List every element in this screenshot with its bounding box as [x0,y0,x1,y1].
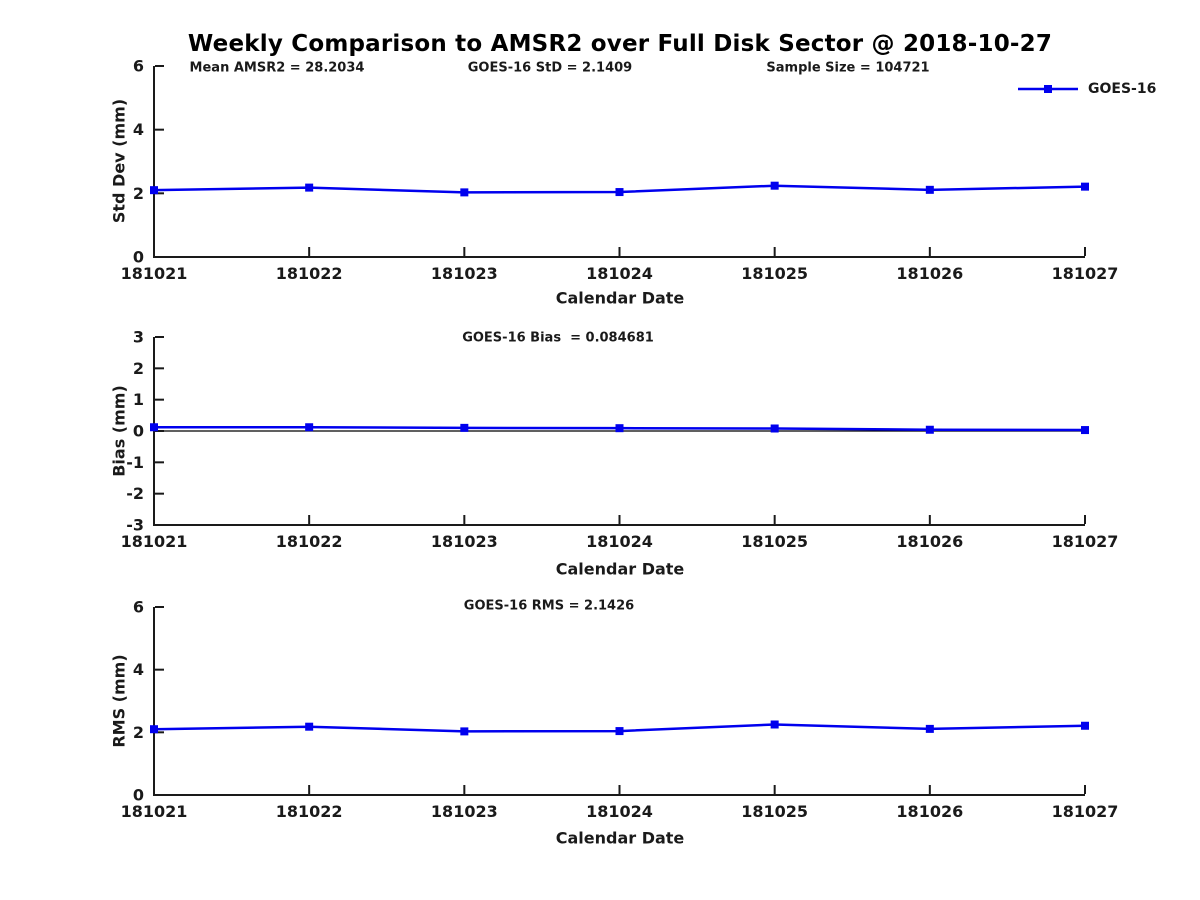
std-dev-axes [153,66,1085,258]
svg-text:0: 0 [133,786,144,805]
svg-text:181022: 181022 [276,532,343,551]
svg-text:181027: 181027 [1052,802,1119,821]
svg-text:-3: -3 [126,516,144,535]
svg-text:181025: 181025 [741,802,808,821]
svg-text:-1: -1 [126,453,144,472]
svg-text:0: 0 [133,422,144,441]
rms-y-tick-labels: 0 2 4 6 [133,598,144,805]
annotation-goes16-bias: GOES-16 Bias = 0.084681 [462,330,654,346]
svg-text:181027: 181027 [1052,264,1119,283]
std-dev-series-markers [150,181,1089,197]
stddev-x-axis-label: Calendar Date [555,288,685,308]
svg-text:181026: 181026 [896,532,963,551]
rms-plot: 0 2 4 6 181021 181022 181023 181024 181025 181026… [121,598,1119,822]
svg-text:1: 1 [133,390,144,409]
figure-title: Weekly Comparison to AMSR2 over Full Dis… [187,31,1053,57]
legend-label: GOES-16 [1088,81,1157,97]
bias-plot: -3 -2 -1 0 1 2 3 181021 181022 181023 181024 181025… [121,328,1119,552]
svg-text:181023: 181023 [431,264,498,283]
svg-text:181026: 181026 [896,802,963,821]
svg-text:181021: 181021 [121,802,188,821]
svg-text:181026: 181026 [896,264,963,283]
svg-text:2: 2 [133,359,144,378]
rms-x-ticks [153,785,1086,794]
svg-text:181021: 181021 [121,264,188,283]
annotation-sample-size: Sample Size = 104721 [766,60,930,76]
svg-text:0: 0 [133,248,144,267]
std-dev-y-tick-labels: 0 2 4 6 [133,57,144,267]
rms-axes [153,607,1085,796]
annotation-goes16-std: GOES-16 StD = 2.1409 [467,60,633,76]
legend-marker [1044,85,1052,93]
svg-text:181022: 181022 [276,802,343,821]
svg-text:2: 2 [133,723,144,742]
rms-y-ticks [155,606,164,796]
bias-x-tick-labels: 181021 181022 181023 181024 181025 181026 1810… [121,532,1119,551]
svg-text:181025: 181025 [741,532,808,551]
svg-text:181024: 181024 [586,532,653,551]
svg-text:4: 4 [133,120,144,139]
svg-text:181024: 181024 [586,264,653,283]
svg-text:181027: 181027 [1052,532,1119,551]
legend-sample-icon [1018,85,1078,93]
rms-x-axis-label: Calendar Date [555,828,685,848]
bias-x-ticks [153,515,1086,524]
bias-axes [153,337,1085,526]
bias-y-axis-label: Bias (mm) [109,385,129,477]
rms-series-markers [150,720,1089,736]
std-dev-x-tick-labels: 181021 181022 181023 181024 181025 181026 1810… [121,264,1119,283]
svg-text:181023: 181023 [431,532,498,551]
svg-text:181022: 181022 [276,264,343,283]
rms-y-axis-label: RMS (mm) [109,654,129,748]
std-dev-plot: 0 2 4 6 181021 181022 181023 181024 181025 181026… [121,57,1119,284]
annotation-goes16-rms: GOES-16 RMS = 2.1426 [463,598,635,614]
svg-text:3: 3 [133,328,144,347]
svg-text:6: 6 [133,57,144,76]
svg-text:181023: 181023 [431,802,498,821]
legend: GOES-16 [1016,81,1156,97]
stddev-y-axis-label: Std Dev (mm) [109,98,129,224]
svg-text:-2: -2 [126,484,144,503]
svg-text:181025: 181025 [741,264,808,283]
bias-x-axis-label: Calendar Date [555,559,685,579]
bias-series-markers [150,423,1089,435]
std-dev-x-ticks [153,247,1086,256]
annotation-mean-amsr2: Mean AMSR2 = 28.2034 [189,60,365,76]
rms-x-tick-labels: 181021 181022 181023 181024 181025 181026 1810… [121,802,1119,821]
svg-text:4: 4 [133,660,144,679]
std-dev-y-ticks [155,65,164,258]
bias-y-tick-labels: -3 -2 -1 0 1 2 3 [126,328,144,535]
svg-text:181024: 181024 [586,802,653,821]
svg-text:181021: 181021 [121,532,188,551]
svg-text:2: 2 [133,184,144,203]
svg-text:6: 6 [133,598,144,617]
